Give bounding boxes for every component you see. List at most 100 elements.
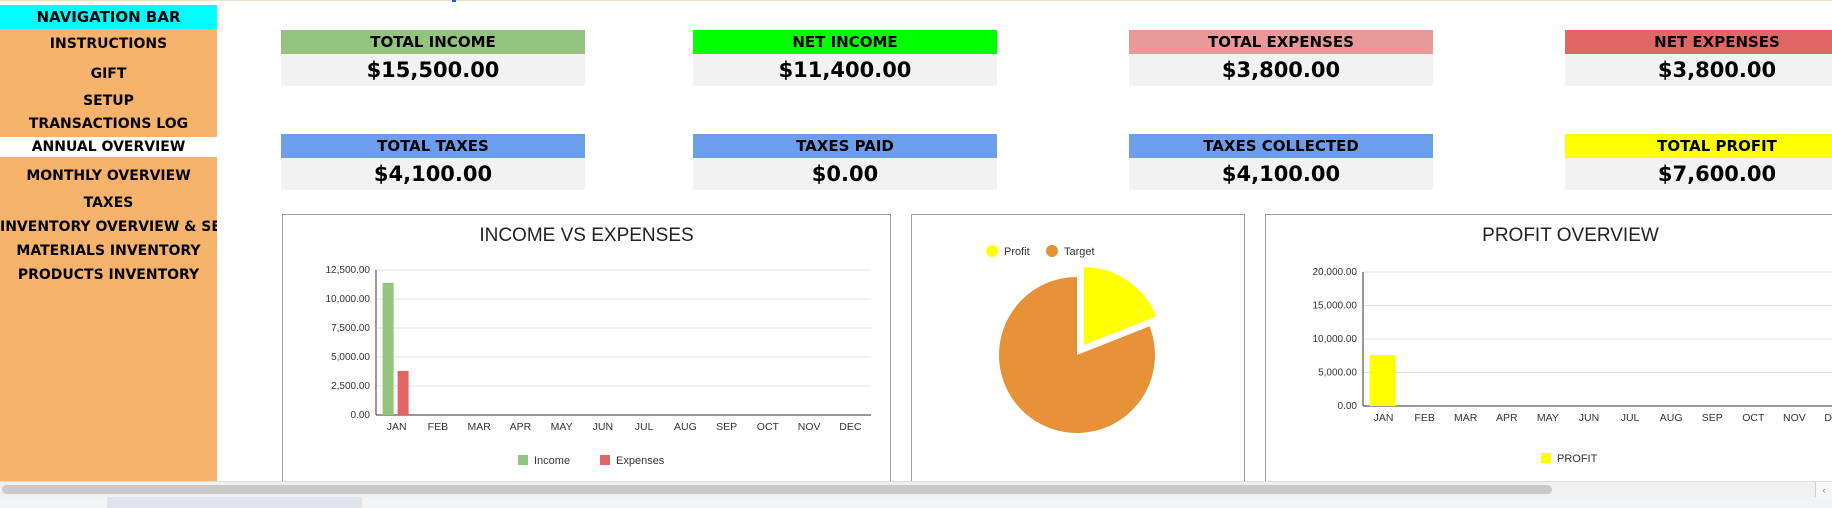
kpi-taxes-collected: TAXES COLLECTED $4,100.00 xyxy=(1129,134,1433,190)
kpi-label: TAXES PAID xyxy=(693,134,997,158)
chart-title: PROFIT OVERVIEW xyxy=(1482,225,1659,246)
kpi-label: NET INCOME xyxy=(693,30,997,54)
x-tick-label: NOV xyxy=(1783,412,1806,424)
bar-expenses-jan xyxy=(397,370,409,415)
scrollbar-thumb[interactable] xyxy=(2,485,1552,494)
nav-item-instructions[interactable]: INSTRUCTIONS xyxy=(49,36,168,52)
profit-target-pie-plot: Profit Target xyxy=(986,245,1157,433)
kpi-label: TOTAL INCOME xyxy=(281,30,585,54)
profit-target-pie-chart[interactable]: Profit Target xyxy=(911,214,1245,482)
kpi-total-profit: TOTAL PROFIT $7,600.00 xyxy=(1565,134,1832,190)
selection-mark xyxy=(452,0,456,2)
y-tick-label: 10,000.00 xyxy=(1313,334,1358,345)
income-vs-expenses-plot: 12,500.00 10,000.00 7,500.00 5,000.00 2,500.… xyxy=(326,265,871,467)
kpi-value: $0.00 xyxy=(693,158,997,190)
kpi-total-expenses: TOTAL EXPENSES $3,800.00 xyxy=(1129,30,1433,86)
pie-slice-profit xyxy=(1083,267,1157,346)
legend-dot-target xyxy=(1046,245,1058,257)
x-tick-label: MAY xyxy=(551,421,573,433)
chevron-left-icon[interactable]: ‹ xyxy=(1815,482,1832,498)
x-tick-label: SEP xyxy=(1702,412,1723,424)
legend-dot-profit xyxy=(986,245,998,257)
legend-label: Profit xyxy=(1004,246,1030,258)
y-tick-label: 0.00 xyxy=(351,410,371,421)
legend-label: Expenses xyxy=(616,455,665,467)
kpi-total-taxes: TOTAL TAXES $4,100.00 xyxy=(281,134,585,190)
y-tick-label: 0.00 xyxy=(1338,401,1358,412)
y-tick-label: 7,500.00 xyxy=(331,323,370,334)
legend-swatch-expenses xyxy=(600,455,610,465)
y-tick-label: 5,000.00 xyxy=(1318,368,1357,379)
sheet-tab-strip xyxy=(0,497,1832,508)
nav-item-monthly-overview[interactable]: MONTHLY OVERVIEW xyxy=(26,168,191,184)
x-tick-label: APR xyxy=(510,421,532,433)
navigation-bar-title: NAVIGATION BAR xyxy=(0,5,217,29)
nav-item-materials-inventory[interactable]: MATERIALS INVENTORY xyxy=(16,243,201,259)
legend-label: PROFIT xyxy=(1557,453,1598,465)
kpi-label: NET EXPENSES xyxy=(1565,30,1832,54)
x-tick-label: AUG xyxy=(1660,412,1683,424)
nav-item-transactions-log[interactable]: TRANSACTIONS LOG xyxy=(28,116,189,132)
kpi-value: $15,500.00 xyxy=(281,54,585,86)
top-border xyxy=(0,0,1832,1)
kpi-label: TOTAL TAXES xyxy=(281,134,585,158)
kpi-net-expenses: NET EXPENSES $3,800.00 xyxy=(1565,30,1832,86)
x-tick-label: SEP xyxy=(716,421,737,433)
x-tick-label: APR xyxy=(1496,412,1518,424)
x-tick-label: FEB xyxy=(1414,412,1434,424)
y-tick-label: 5,000.00 xyxy=(331,352,370,363)
x-tick-label: JUN xyxy=(1579,412,1599,424)
kpi-value: $4,100.00 xyxy=(1129,158,1433,190)
legend-swatch-income xyxy=(518,455,528,465)
bar-income-jan xyxy=(382,282,394,415)
nav-item-products-inventory[interactable]: PRODUCTS INVENTORY xyxy=(17,267,200,283)
kpi-value: $4,100.00 xyxy=(281,158,585,190)
navigation-sidebar: NAVIGATION BAR INSTRUCTIONS GIFT SETUP T… xyxy=(0,5,217,482)
y-tick-label: 10,000.00 xyxy=(326,294,371,305)
y-tick-label: 20,000.00 xyxy=(1313,267,1358,278)
horizontal-scrollbar[interactable]: ‹ xyxy=(0,481,1832,498)
profit-overview-chart[interactable]: PROFIT OVERVIEW 20,000.00 15,000.00 10,000… xyxy=(1265,214,1832,482)
kpi-label: TAXES COLLECTED xyxy=(1129,134,1433,158)
x-tick-label: JUL xyxy=(635,421,654,433)
x-tick-label: OCT xyxy=(757,421,780,433)
kpi-value: $11,400.00 xyxy=(693,54,997,86)
x-tick-label: OCT xyxy=(1742,412,1765,424)
x-tick-label: MAR xyxy=(1454,412,1478,424)
nav-item-gift[interactable]: GIFT xyxy=(90,66,127,82)
y-tick-label: 12,500.00 xyxy=(326,265,371,276)
y-tick-label: 2,500.00 xyxy=(331,381,370,392)
x-tick-label: DEC xyxy=(839,421,862,433)
x-tick-label: JAN xyxy=(387,421,407,433)
x-tick-label: FEB xyxy=(428,421,448,433)
x-tick-label: DEC xyxy=(1824,412,1832,424)
x-tick-label: MAY xyxy=(1537,412,1559,424)
y-tick-label: 15,000.00 xyxy=(1313,301,1358,312)
nav-item-taxes[interactable]: TAXES xyxy=(83,195,134,211)
x-tick-label: JAN xyxy=(1374,412,1394,424)
kpi-label: TOTAL PROFIT xyxy=(1565,134,1832,158)
legend-label: Target xyxy=(1064,246,1095,258)
x-tick-label: MAR xyxy=(467,421,491,433)
x-tick-label: NOV xyxy=(798,421,821,433)
kpi-value: $7,600.00 xyxy=(1565,158,1832,190)
pie-slice-target xyxy=(999,277,1155,433)
nav-item-annual-overview[interactable]: ANNUAL OVERVIEW xyxy=(0,137,217,157)
x-tick-label: AUG xyxy=(674,421,697,433)
legend-label: Income xyxy=(534,455,570,467)
x-tick-label: JUL xyxy=(1621,412,1640,424)
chart-title: INCOME VS EXPENSES xyxy=(479,225,694,246)
kpi-net-income: NET INCOME $11,400.00 xyxy=(693,30,997,86)
kpi-label: TOTAL EXPENSES xyxy=(1129,30,1433,54)
kpi-value: $3,800.00 xyxy=(1129,54,1433,86)
income-vs-expenses-chart[interactable]: INCOME VS EXPENSES 12,500.00 10,000.00 7,5… xyxy=(282,214,891,482)
nav-item-setup[interactable]: SETUP xyxy=(83,93,134,109)
bar-profit-jan xyxy=(1369,355,1396,406)
x-tick-label: JUN xyxy=(593,421,613,433)
kpi-value: $3,800.00 xyxy=(1565,54,1832,86)
kpi-taxes-paid: TAXES PAID $0.00 xyxy=(693,134,997,190)
kpi-total-income: TOTAL INCOME $15,500.00 xyxy=(281,30,585,86)
sheet-tab[interactable] xyxy=(107,497,362,508)
profit-overview-plot: 20,000.00 15,000.00 10,000.00 5,000.00 0.00 J… xyxy=(1313,267,1832,465)
nav-item-inventory-overview-setup[interactable]: INVENTORY OVERVIEW & SETUP xyxy=(0,219,217,235)
